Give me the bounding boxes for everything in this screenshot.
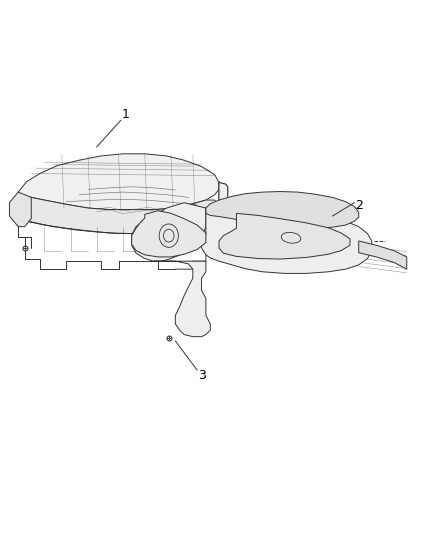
Polygon shape — [132, 211, 206, 257]
Polygon shape — [219, 182, 228, 216]
Text: 3: 3 — [198, 369, 205, 382]
Polygon shape — [10, 192, 31, 227]
Text: 2: 2 — [355, 199, 363, 212]
Polygon shape — [18, 154, 219, 209]
Polygon shape — [219, 213, 350, 259]
Polygon shape — [359, 241, 407, 269]
Polygon shape — [18, 195, 219, 233]
Text: 1: 1 — [121, 109, 129, 122]
Polygon shape — [132, 203, 206, 261]
Polygon shape — [201, 201, 372, 273]
Polygon shape — [153, 261, 210, 337]
Polygon shape — [206, 191, 359, 228]
